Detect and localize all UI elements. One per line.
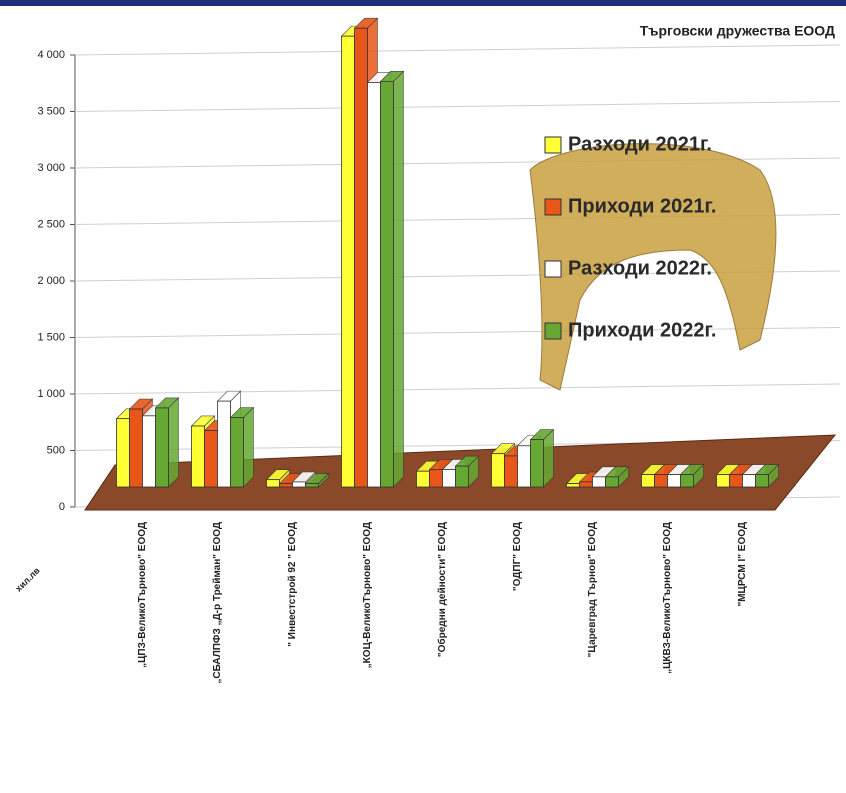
y-tick-label: 500 <box>47 444 65 456</box>
legend-label: Приходи 2021г. <box>568 195 716 217</box>
legend-swatch <box>544 198 562 216</box>
bar <box>279 483 293 488</box>
bar <box>742 474 756 488</box>
bar <box>367 82 381 488</box>
bar <box>416 470 430 488</box>
x-tick-label: "ОДПГ" ЕООД <box>512 522 523 591</box>
bar <box>654 474 668 488</box>
bar <box>217 400 231 488</box>
bar <box>380 80 394 488</box>
y-tick-label: 1 500 <box>37 331 65 343</box>
bar <box>491 453 505 488</box>
bar <box>116 418 130 488</box>
bar <box>592 476 606 488</box>
legend-swatch <box>544 136 562 154</box>
y-axis-label: хил.лв <box>13 565 42 594</box>
bar <box>680 474 694 488</box>
bar <box>142 415 156 488</box>
bar <box>455 465 469 488</box>
bar <box>155 407 169 488</box>
bar <box>755 474 769 488</box>
bar <box>341 35 355 488</box>
bar <box>579 481 593 488</box>
x-tick-label: „КОЦ-ВеликоТърново" ЕООД <box>362 522 373 668</box>
bar <box>729 474 743 488</box>
x-tick-label: „СБАЛПФЗ „Д-р Трейман" ЕООД <box>212 522 223 684</box>
bar <box>305 483 319 488</box>
legend-label: Приходи 2022г. <box>568 319 716 341</box>
grid-line <box>74 383 841 395</box>
bar-side <box>243 406 254 488</box>
grid-line <box>74 270 841 282</box>
legend-label: Разходи 2021г. <box>568 133 712 155</box>
bar <box>641 474 655 488</box>
bar <box>230 417 244 488</box>
bars <box>115 17 780 488</box>
decor-leopard <box>529 143 777 391</box>
grid-line <box>74 327 841 338</box>
bar <box>292 481 306 488</box>
bar <box>266 479 280 488</box>
legend-swatch <box>544 322 562 340</box>
bar <box>504 455 518 488</box>
y-tick-label: 4 000 <box>37 49 65 61</box>
y-tick-label: 2 000 <box>37 275 65 287</box>
x-tick-label: „ЦКВЗ-ВеликоТърново" ЕООД <box>662 522 673 674</box>
bar <box>605 476 619 488</box>
y-tick-label: 3 500 <box>37 105 65 117</box>
bar <box>667 474 681 488</box>
grid-line <box>74 101 841 112</box>
top-border <box>0 0 846 6</box>
bar <box>517 445 531 488</box>
legend: Разходи 2021г. Приходи 2021г. Разходи 2022… <box>544 133 716 341</box>
x-tick-label: " Инвестстрой 92 " ЕООД <box>287 522 298 647</box>
bar <box>429 469 443 488</box>
bar <box>191 425 205 488</box>
bar-side <box>168 397 179 488</box>
x-tick-label: "Царевград Търнов" ЕООД <box>587 522 598 657</box>
legend-swatch <box>544 260 562 278</box>
y-tick-label: 1 000 <box>37 388 65 400</box>
legend-label: Разходи 2022г. <box>568 257 712 279</box>
bar <box>566 483 580 488</box>
bar <box>204 430 218 488</box>
bar-side <box>393 70 404 488</box>
bar <box>716 474 730 488</box>
y-tick-label: 0 <box>59 501 65 513</box>
y-tick-label: 3 000 <box>37 162 65 174</box>
x-tick-label: „ЦПЗ-ВеликоТърново" ЕООД <box>137 522 148 668</box>
bar <box>530 439 544 488</box>
bar <box>129 408 143 488</box>
grid-line <box>74 44 841 56</box>
x-tick-label: "МЦРСМ I" ЕООД <box>737 522 748 607</box>
bar <box>442 469 456 488</box>
bar <box>354 27 368 488</box>
chart-title: Търговски дружества ЕООД <box>640 23 835 39</box>
x-tick-label: "Обредни дейности" ЕООД <box>436 522 448 657</box>
y-tick-label: 2 500 <box>37 218 65 230</box>
